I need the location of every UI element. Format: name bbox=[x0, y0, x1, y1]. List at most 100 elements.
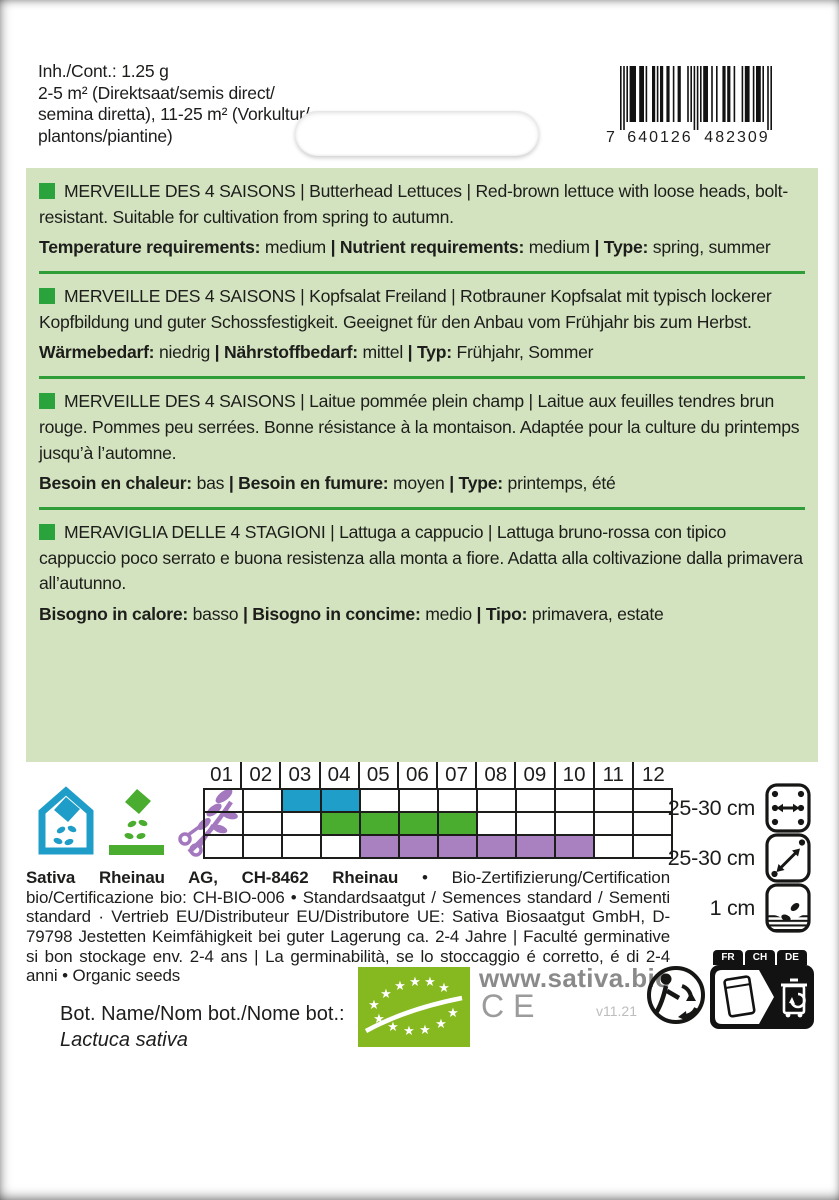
calendar-cell bbox=[400, 790, 439, 813]
month-label: 06 bbox=[399, 762, 438, 788]
green-square-bullet-icon bbox=[39, 288, 55, 305]
paper-bin-icon bbox=[710, 965, 814, 1029]
content-weight: Inh./Cont.: 1.25 g bbox=[38, 61, 169, 81]
svg-text:★: ★ bbox=[380, 986, 392, 1001]
green-square-bullet-icon bbox=[39, 524, 55, 541]
calendar-cell bbox=[556, 836, 595, 859]
botanical-name-block: Bot. Name/Nom bot./Nome bot.: Lactuca sa… bbox=[60, 1001, 345, 1053]
calendar-cell bbox=[361, 813, 400, 836]
eu-organic-leaf-logo: ★★★ ★ ★ ★ ★★ ★ ★ ★★ bbox=[358, 967, 470, 1047]
calendar-cell bbox=[361, 790, 400, 813]
svg-text:★: ★ bbox=[438, 980, 450, 995]
month-label: 12 bbox=[642, 763, 665, 786]
company-name: Sativa Rheinau AG, CH-8462 Rheinau bbox=[26, 867, 399, 887]
section-stats: Besoin en chaleur: bas | Besoin en fumur… bbox=[39, 473, 616, 494]
version-number: v11.21 bbox=[596, 1003, 637, 1019]
month-label: 07 bbox=[438, 762, 478, 788]
svg-text:★: ★ bbox=[373, 1011, 385, 1026]
section-italian: MERAVIGLIA DELLE 4 STAGIONI | Lattuga a … bbox=[39, 520, 805, 627]
calendar-cell bbox=[205, 836, 244, 859]
botanical-name: Lactuca sativa bbox=[60, 1029, 188, 1051]
calendar-cell bbox=[322, 836, 361, 859]
calendar-row-harvest bbox=[205, 836, 673, 859]
barcode-left-digits: 640126 bbox=[622, 130, 698, 146]
calendar-cell bbox=[244, 790, 283, 813]
section-french: MERVEILLE DES 4 SAISONS | Laitue pommée … bbox=[39, 389, 805, 496]
country-tabs: FR CH DE bbox=[713, 950, 814, 965]
calendar-cell bbox=[478, 790, 517, 813]
tab-fr: FR bbox=[713, 950, 743, 965]
svg-text:★: ★ bbox=[447, 1005, 459, 1020]
month-label: 03 bbox=[281, 762, 321, 788]
calendar-cell bbox=[634, 813, 673, 836]
calendar-cell bbox=[439, 813, 478, 836]
svg-text:★: ★ bbox=[424, 974, 436, 989]
section-stats: Wärmebedarf: niedrig | Nährstoffbedarf: … bbox=[39, 342, 594, 363]
calendar-cell bbox=[322, 790, 361, 813]
coverage-line-3: plantons/piantine) bbox=[38, 125, 173, 146]
variety-description-panel: MERVEILLE DES 4 SAISONS | Butterhead Let… bbox=[26, 168, 818, 762]
barcode-right-digits: 482309 bbox=[698, 130, 776, 146]
section-description: MERVEILLE DES 4 SAISONS | Laitue pommée … bbox=[39, 391, 800, 463]
calendar-cell bbox=[400, 836, 439, 859]
sowing-calendar: 01 02 03 04 05 06 07 08 09 10 11 12 bbox=[203, 762, 673, 859]
sowing-depth-label: 1 cm bbox=[709, 895, 756, 920]
row-spacing-icon bbox=[765, 783, 811, 833]
month-label: 05 bbox=[360, 762, 399, 788]
month-label: 02 bbox=[242, 762, 282, 788]
company-certification-text: Sativa Rheinau AG, CH-8462 Rheinau • Bio… bbox=[26, 867, 670, 986]
section-german: MERVEILLE DES 4 SAISONS | Kopfsalat Frei… bbox=[39, 284, 805, 365]
coverage-line-2: semina diretta), 11-25 m² (Vorkultur/ bbox=[38, 104, 310, 125]
calendar-cell bbox=[283, 790, 322, 813]
section-english: MERVEILLE DES 4 SAISONS | Butterhead Let… bbox=[39, 179, 805, 260]
calendar-cell bbox=[634, 836, 673, 859]
direct-sowing-icon bbox=[109, 789, 164, 855]
calendar-cell bbox=[595, 813, 634, 836]
calendar-row-sow-under-cover bbox=[205, 790, 673, 813]
greenhouse-sowing-icon bbox=[38, 786, 94, 855]
triman-recycling-icon bbox=[647, 966, 705, 1024]
euro-hang-slot bbox=[295, 111, 539, 156]
svg-text:★: ★ bbox=[368, 997, 380, 1012]
calendar-cell bbox=[556, 790, 595, 813]
calendar-cell bbox=[595, 790, 634, 813]
calendar-cell bbox=[517, 790, 556, 813]
calendar-cell bbox=[478, 836, 517, 859]
month-label: 08 bbox=[477, 762, 517, 788]
svg-text:★: ★ bbox=[409, 974, 421, 989]
svg-text:★: ★ bbox=[435, 1016, 447, 1031]
barcode-prefix: 7 bbox=[606, 129, 617, 146]
content-quantity-info: Inh./Cont.: 1.25 g 2-5 m² (Direktsaat/se… bbox=[38, 61, 310, 147]
ce-mark: CE bbox=[481, 988, 544, 1024]
svg-text:★: ★ bbox=[419, 1022, 431, 1037]
svg-text:★: ★ bbox=[387, 1019, 399, 1034]
calendar-cell bbox=[439, 836, 478, 859]
botanical-name-label: Bot. Name/Nom bot./Nome bot.: bbox=[60, 1003, 345, 1025]
svg-text:★: ★ bbox=[403, 1023, 415, 1038]
barcode: 7 640126 482309 bbox=[606, 64, 778, 146]
tab-de: DE bbox=[777, 950, 807, 965]
calendar-cell bbox=[556, 813, 595, 836]
calendar-cell bbox=[400, 813, 439, 836]
month-label: 10 bbox=[556, 762, 595, 788]
plant-spacing-icon bbox=[765, 833, 811, 883]
calendar-cell bbox=[517, 836, 556, 859]
section-description: MERVEILLE DES 4 SAISONS | Kopfsalat Frei… bbox=[39, 286, 772, 332]
section-description: MERAVIGLIA DELLE 4 STAGIONI | Lattuga a … bbox=[39, 522, 803, 594]
cultivation-icons bbox=[33, 782, 239, 858]
plant-spacing-info: 25-30 cm bbox=[668, 833, 811, 883]
svg-text:★: ★ bbox=[394, 978, 406, 993]
plant-spacing-label: 25-30 cm bbox=[667, 845, 756, 870]
calendar-cell bbox=[244, 836, 283, 859]
barcode-bars bbox=[620, 66, 772, 130]
calendar-cell bbox=[478, 813, 517, 836]
calendar-grid bbox=[203, 788, 673, 859]
calendar-cell bbox=[205, 790, 244, 813]
row-spacing-label: 25-30 cm bbox=[667, 795, 756, 820]
calendar-cell bbox=[517, 813, 556, 836]
month-label: 09 bbox=[516, 762, 556, 788]
calendar-cell bbox=[283, 836, 322, 859]
website-url: www.sativa.bio bbox=[479, 963, 672, 993]
calendar-cell bbox=[595, 836, 634, 859]
calendar-cell bbox=[322, 813, 361, 836]
